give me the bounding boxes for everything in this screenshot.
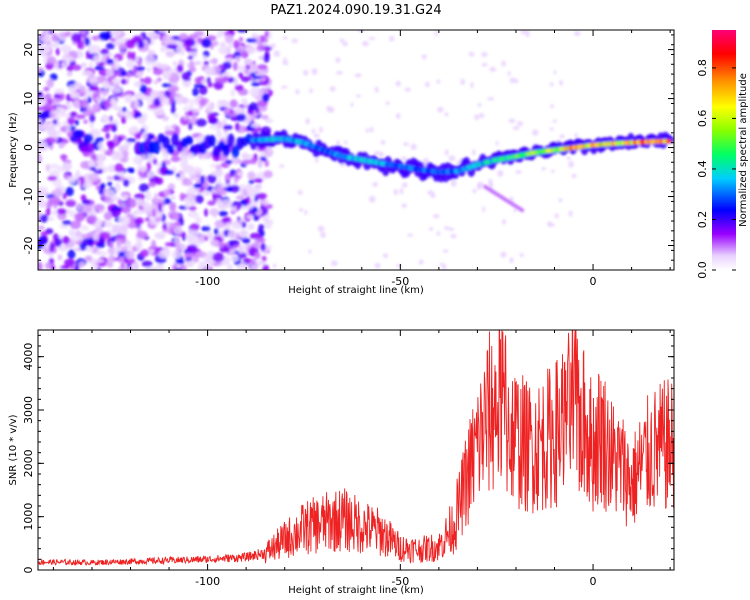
spectrogram-ylabel: Frequency (Hz) [8,112,19,188]
snr-ytick-label: 3000 [22,396,35,424]
colorbar-label: Normalized spectral amplitude [738,73,749,227]
spectrogram-xlabel: Height of straight line (km) [288,285,424,296]
spectrogram-ytick-label: 10 [22,92,35,106]
snr-ylabel: SNR (10 * v/v) [8,414,19,485]
spectrogram-frame [37,29,675,271]
snr-ytick-label: 4000 [22,343,35,371]
colorbar-tick-label: 0.6 [696,110,709,128]
colorbar-ticks: 0.0 0.2 0.4 0.6 0.8 [696,59,736,279]
snr-axes: -100 -50 0 0 1000 2000 3000 4000 [22,330,674,588]
snr-series-line [38,330,674,567]
colorbar-tick-label: 0.0 [696,261,709,279]
spectrogram-ytick-label: 20 [22,43,35,57]
spectrogram-ytick-label: -20 [22,237,35,255]
snr-xtick-label: -100 [195,575,220,588]
colorbar-tick-label: 0.2 [696,211,709,229]
colorbar-tick-label: 0.4 [696,160,709,178]
colorbar: 0.0 0.2 0.4 0.6 0.8 Normalized spectral ampl… [696,30,749,279]
snr-xtick-label: 0 [590,575,597,588]
spectrogram-ytick-label: 0 [22,144,35,151]
snr-xlabel: Height of straight line (km) [288,585,424,596]
figure-title: PAZ1.2024.090.19.31.G24 [270,3,441,18]
snr-panel: -100 -50 0 0 1000 2000 3000 4000 Height of stra… [8,329,675,596]
snr-line-layer [38,330,674,567]
spectrogram-xtick-label: 0 [590,275,597,288]
colorbar-tick-label: 0.8 [696,59,709,77]
spectrogram-ytick-label: -10 [22,188,35,206]
snr-frame [37,329,675,571]
snr-xtick-label: -50 [391,575,409,588]
spectrogram-xtick-label: -50 [391,275,409,288]
snr-ytick-label: 2000 [22,449,35,477]
spectrogram-heatmap [38,30,674,270]
snr-ytick-label: 1000 [22,503,35,531]
snr-ytick-label: 0 [22,567,35,574]
colorbar-gradient [712,30,736,270]
spectrogram-xtick-label: -100 [195,275,220,288]
